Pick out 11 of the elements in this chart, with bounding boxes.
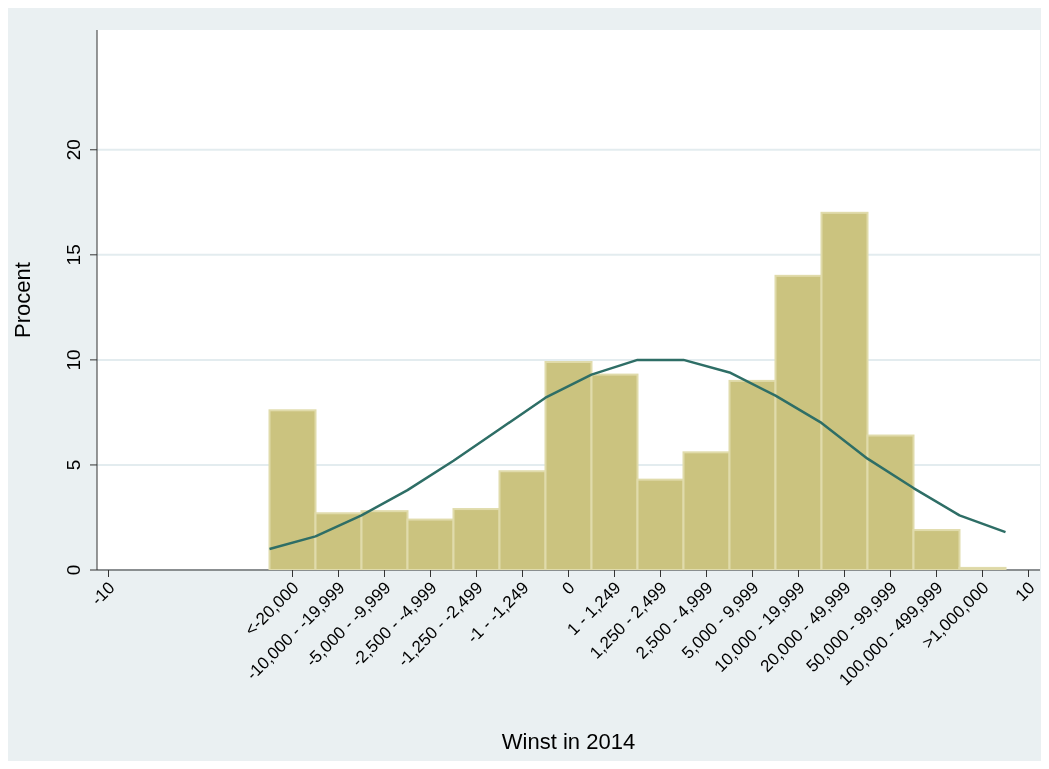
y-axis-title: Procent [9, 262, 35, 338]
y-tick-label: 15 [63, 244, 84, 266]
x-tick-label: -10 [87, 578, 119, 610]
line-series [268, 358, 1007, 551]
x-axis-title: Winst in 2014 [501, 729, 636, 754]
y-tick-label: 5 [63, 459, 84, 471]
y-tick-label: 0 [63, 564, 84, 576]
y-tick-label: 10 [63, 349, 84, 371]
x-tick-label: 0 [558, 578, 579, 599]
x-tick-label: 10 [1011, 578, 1039, 606]
y-tick-label: 20 [63, 139, 84, 161]
